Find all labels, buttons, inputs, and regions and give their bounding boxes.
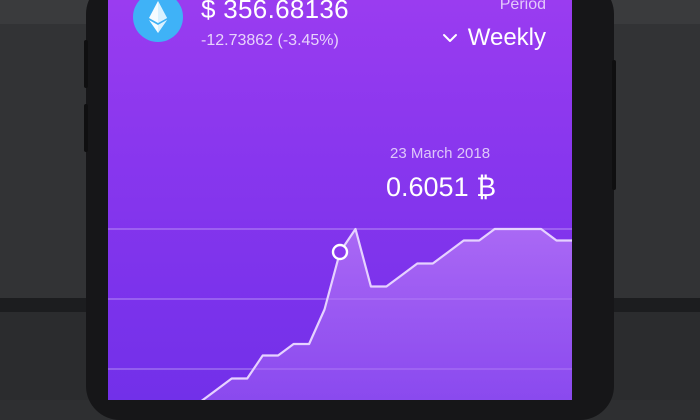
tooltip-date: 23 March 2018	[390, 145, 491, 162]
coin-price: $ 356.68136	[201, 0, 349, 24]
app-screen: $ 356.68136 -12.73862 (-3.45%) Period We…	[108, 0, 572, 400]
selected-point-marker[interactable]	[331, 243, 349, 261]
ethereum-icon[interactable]	[133, 0, 183, 42]
chevron-down-icon	[442, 34, 457, 42]
chart-area	[108, 229, 572, 400]
period-value: Weekly	[467, 24, 546, 51]
phone-power-button	[612, 60, 616, 190]
tooltip-value: 0.6051 ₿	[386, 172, 497, 202]
phone-side-button	[84, 40, 88, 88]
period-dropdown[interactable]: Weekly	[442, 24, 546, 52]
phone-side-button	[84, 104, 88, 152]
period-label: Period	[499, 0, 546, 13]
price-change: -12.73862 (-3.45%)	[201, 32, 339, 49]
price-chart[interactable]	[108, 0, 572, 400]
